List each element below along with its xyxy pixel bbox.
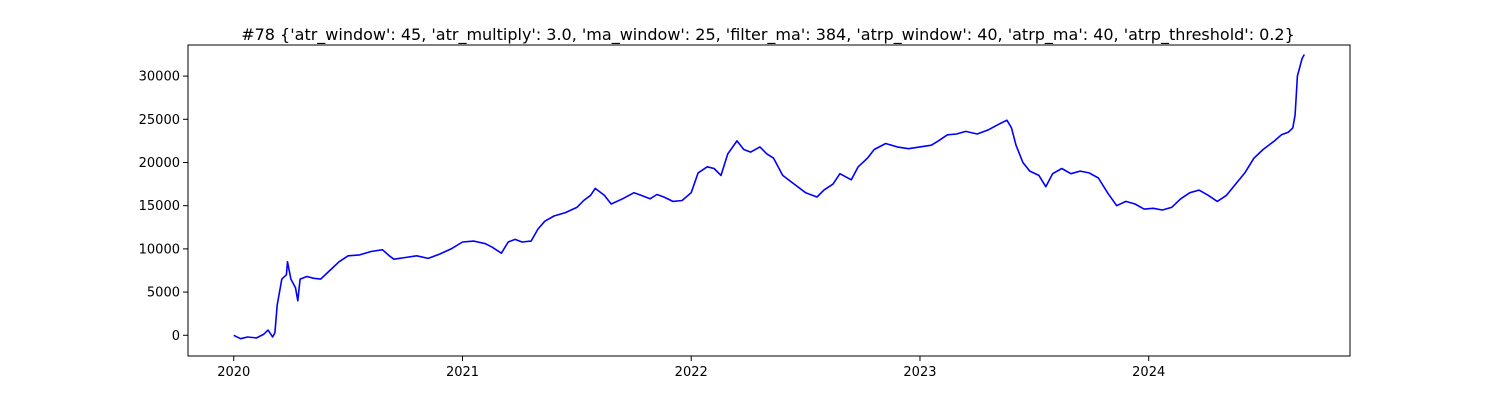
x-tick-label: 2023: [903, 365, 936, 380]
plot-area: [187, 44, 1351, 357]
y-tick-label: 0: [172, 329, 180, 344]
chart-title: #78 {'atr_window': 45, 'atr_multiply': 3…: [241, 25, 1295, 45]
x-tick-label: 2022: [675, 365, 708, 380]
x-tick-label: 2020: [217, 365, 250, 380]
x-tick-label: 2021: [446, 365, 479, 380]
plot-frame: [187, 44, 1351, 357]
y-tick-label: 25000: [139, 113, 180, 128]
y-axis: 0 5000 10000 15000 20000 25000 30000: [139, 70, 188, 344]
y-tick-label: 20000: [139, 156, 180, 171]
series-line: [233, 54, 1306, 340]
y-tick-label: 30000: [139, 70, 180, 85]
y-tick-label: 10000: [139, 242, 180, 257]
y-tick-label: 5000: [147, 286, 180, 301]
x-axis: 2020 2021 2022 2023 2024: [217, 356, 1165, 380]
y-tick-label: 15000: [139, 199, 180, 214]
x-tick-label: 2024: [1132, 365, 1165, 380]
series-layer: [233, 54, 1306, 340]
